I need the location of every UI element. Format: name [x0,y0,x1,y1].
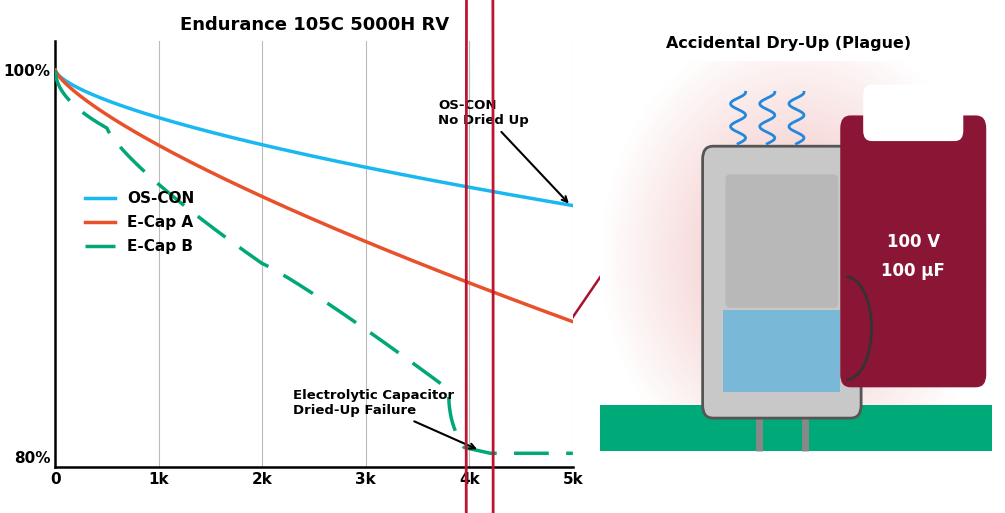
Legend: OS-CON, E-Cap A, E-Cap B: OS-CON, E-Cap A, E-Cap B [78,185,201,261]
FancyBboxPatch shape [863,85,963,141]
Bar [600,405,993,451]
Title: Endurance 105C 5000H RV: Endurance 105C 5000H RV [180,16,448,34]
Text: Accidental Dry-Up (Plague): Accidental Dry-Up (Plague) [665,36,911,51]
Bar [724,310,840,392]
FancyBboxPatch shape [726,174,838,308]
Text: 100 V
100 μF: 100 V 100 μF [881,233,945,280]
FancyBboxPatch shape [702,146,861,418]
Text: OS-CON
No Dried Up: OS-CON No Dried Up [438,99,567,202]
Text: Electrolytic Capacitor
Dried-Up Failure: Electrolytic Capacitor Dried-Up Failure [293,389,475,448]
FancyBboxPatch shape [840,115,986,387]
